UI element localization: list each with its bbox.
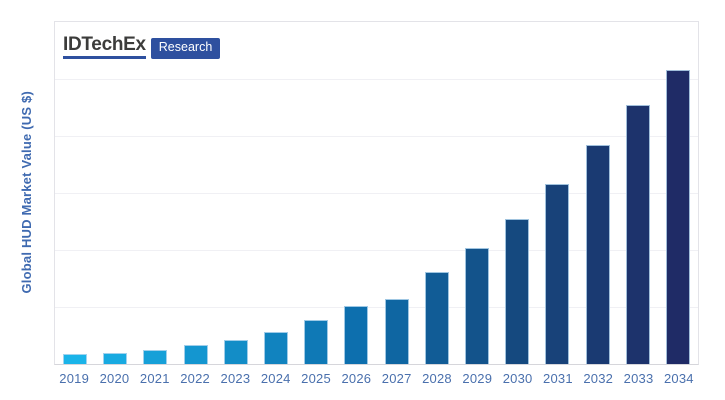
idtechex-logo: IDTechEx Research: [63, 35, 221, 59]
bar-slot-2021: [135, 22, 175, 364]
bar-2025: [304, 320, 329, 364]
bar-slot-2029: [457, 22, 497, 364]
idtechex-wordmark: IDTechEx: [63, 35, 146, 59]
bar-slot-2020: [95, 22, 135, 364]
x-tick-2023: 2023: [220, 371, 251, 386]
x-tick-2034: 2034: [663, 371, 694, 386]
bar-2021: [143, 349, 168, 364]
bar-slot-2019: [55, 22, 95, 364]
bar-slot-2027: [377, 22, 417, 364]
x-tick-2028: 2028: [422, 371, 452, 386]
bar-2034: [665, 69, 690, 364]
bar-2032: [585, 145, 610, 364]
bar-2026: [344, 305, 369, 364]
gridline-5: [55, 79, 698, 80]
bar-slot-2030: [497, 22, 537, 364]
y-axis-title-text: Global HUD Market Value (US $): [18, 90, 34, 294]
bar-slot-2024: [256, 22, 296, 364]
bar-slot-2033: [618, 22, 658, 364]
x-tick-2022: 2022: [180, 371, 210, 386]
x-tick-2030: 2030: [502, 371, 533, 386]
x-tick-2019: 2019: [59, 371, 90, 386]
gridline-3: [55, 193, 698, 194]
bar-2031: [545, 184, 570, 364]
x-tick-2031: 2031: [543, 371, 573, 386]
bar-slot-2025: [296, 22, 336, 364]
bar-2020: [103, 352, 128, 364]
bar-slot-2031: [537, 22, 577, 364]
x-tick-2021: 2021: [139, 371, 170, 386]
bar-2022: [183, 345, 208, 364]
gridline-4: [55, 136, 698, 137]
bar-2028: [424, 272, 449, 364]
bar-slot-2028: [417, 22, 457, 364]
x-tick-2033: 2033: [623, 371, 654, 386]
bar-slot-2032: [577, 22, 617, 364]
x-tick-2024: 2024: [260, 371, 291, 386]
x-tick-2032: 2032: [583, 371, 614, 386]
bar-slot-2022: [176, 22, 216, 364]
bar-slot-2023: [216, 22, 256, 364]
bar-2023: [223, 339, 248, 364]
bars-container: [55, 22, 698, 364]
x-tick-2026: 2026: [341, 371, 372, 386]
bar-2019: [63, 353, 88, 364]
research-badge: Research: [150, 38, 221, 59]
x-tick-2025: 2025: [301, 371, 331, 386]
gridline-1: [55, 307, 698, 308]
plot-area: IDTechEx Research: [54, 21, 699, 365]
x-tick-2020: 2020: [99, 371, 130, 386]
y-axis-title: Global HUD Market Value (US $): [12, 21, 40, 363]
bar-2030: [505, 218, 530, 364]
bar-2029: [464, 247, 489, 364]
bar-2027: [384, 299, 409, 364]
bar-slot-2034: [658, 22, 698, 364]
gridline-2: [55, 250, 698, 251]
x-axis-labels: 2019 2020 2021 2022 2023 2024 2025 2026 2027 2028…: [54, 371, 699, 386]
x-tick-2029: 2029: [462, 371, 493, 386]
bar-2024: [264, 331, 289, 364]
bar-2033: [625, 104, 650, 364]
bar-slot-2026: [336, 22, 376, 364]
x-tick-2027: 2027: [381, 371, 412, 386]
